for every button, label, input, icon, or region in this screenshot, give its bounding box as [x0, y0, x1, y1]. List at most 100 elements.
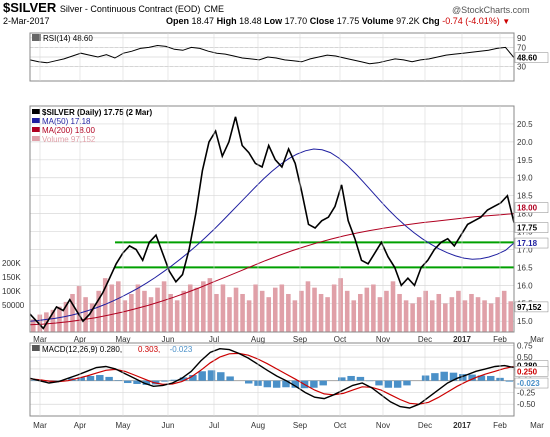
- macd-histogram-bar: [347, 375, 355, 381]
- volume-bar: [266, 297, 272, 332]
- volume-axis-label: 50000: [2, 301, 25, 310]
- x-tick-label-bottom: Nov: [376, 421, 390, 430]
- volume-bar: [358, 293, 363, 332]
- chg-label: Chg: [422, 16, 440, 26]
- volume-bar: [207, 278, 213, 332]
- ma200-last-label-bg: [514, 202, 549, 213]
- close-label: Close: [309, 16, 335, 26]
- volume-bar: [220, 284, 226, 332]
- x-tick-label-bottom: Apr: [74, 421, 87, 430]
- macd-histogram-bar: [440, 371, 448, 381]
- signal-last-label-bg: [514, 366, 549, 377]
- price-tick-label: 20.0: [517, 138, 533, 147]
- symbol-label: $SILVER: [3, 0, 57, 15]
- volume-bar: [233, 287, 239, 332]
- quote-date: 2-Mar-2017: [3, 16, 50, 26]
- volume-bar: [390, 281, 396, 332]
- volume-bar: [259, 290, 265, 332]
- macd-legend-swatch: [32, 345, 40, 351]
- x-tick-label-bottom: 2017: [453, 421, 471, 430]
- x-tick-label-bottom: May: [115, 421, 130, 430]
- volume-bar: [456, 290, 461, 332]
- macd-histogram-bar: [487, 375, 495, 381]
- price-tick-label: 17.0: [517, 245, 533, 254]
- price-tick-label: 19.0: [517, 174, 533, 183]
- macd-histogram-bar: [319, 380, 327, 386]
- x-tick-label-bottom: Mar: [33, 421, 47, 430]
- price-tick-label: 20.5: [517, 120, 533, 129]
- ma50-last-label: 17.18: [517, 239, 538, 248]
- volume-bar: [377, 297, 383, 332]
- volume-bar: [122, 300, 128, 332]
- volume-bar: [338, 278, 343, 332]
- price-tick-label: 15.0: [517, 317, 533, 326]
- x-tick-label-top: 2017: [453, 335, 471, 344]
- volume-bar: [443, 303, 448, 332]
- volume-bar: [181, 290, 186, 332]
- macd-histogram-bar: [356, 376, 365, 381]
- price-tick-label: 16.0: [517, 281, 533, 290]
- volume-bar: [272, 287, 278, 332]
- macd-histogram-bar: [421, 375, 430, 381]
- rsi-legend-swatch: [32, 34, 41, 41]
- price-legend-item: $SILVER (Daily) 17.75 (2 Mar): [42, 108, 152, 117]
- volume-bar: [351, 300, 357, 332]
- volume-bar: [325, 297, 330, 332]
- volume-bar: [416, 297, 422, 332]
- macd-histogram-bar: [226, 376, 234, 381]
- volume-bar: [161, 281, 167, 332]
- volume-bar: [312, 287, 317, 332]
- rsi-last-value-label-bg: [514, 52, 549, 63]
- x-tick-label-top: Oct: [334, 335, 347, 344]
- x-tick-label-top: May: [115, 335, 130, 344]
- macd-histogram-bar: [375, 380, 383, 386]
- volume-bar: [83, 297, 88, 332]
- price-panel: 15.015.516.016.517.017.518.018.519.019.5…: [2, 105, 549, 333]
- macd-tick-label: -0.50: [517, 400, 536, 409]
- volume-bar: [462, 300, 468, 332]
- x-axis: Mar Mar Apr Apr May May Jun Jun Jul Jul Aug Aug Sep S…: [33, 33, 544, 430]
- x-tick-label-bottom: Sep: [293, 421, 308, 430]
- macd-histogram-bar: [310, 380, 318, 388]
- stockcharts-logo: @StockCharts.com: [452, 5, 530, 15]
- volume-bar: [364, 287, 370, 332]
- price-legend-item: MA(200) 18.00: [42, 126, 95, 135]
- ma50-line: [29, 148, 515, 322]
- volume-axis-label: 200K: [2, 259, 21, 268]
- price-legend-swatch: [32, 127, 40, 132]
- volume-bar: [397, 293, 402, 332]
- open-value: 18.47: [191, 16, 215, 26]
- price-legend-swatch: [32, 136, 40, 141]
- macd-frame: [29, 342, 515, 417]
- x-tick-label-bottom: Mar: [530, 421, 544, 430]
- macd-legend-item: -0.023: [170, 345, 193, 354]
- volume-last-label: 97,152: [517, 303, 542, 312]
- volume-bar: [318, 293, 324, 332]
- macd-histogram-bar: [245, 380, 253, 384]
- volume-axis-label: 100K: [2, 287, 21, 296]
- volume-bar: [227, 297, 232, 332]
- volume-bar: [495, 297, 500, 332]
- volume-bar: [50, 309, 56, 332]
- rsi-legend: RSI(14) 48.60: [43, 34, 93, 43]
- macd-histogram-bar: [161, 380, 169, 382]
- macd-histogram-bar: [449, 372, 458, 381]
- instrument-name: Silver - Continuous Contract (EOD): [59, 4, 201, 14]
- x-tick-label-top: Jul: [209, 335, 219, 344]
- volume-bar: [253, 284, 258, 332]
- x-tick-label-bottom: Jul: [209, 421, 219, 430]
- volume-bar: [194, 287, 200, 332]
- volume-bar: [469, 293, 474, 332]
- volume-bar: [344, 290, 350, 332]
- volume-bar: [76, 286, 82, 332]
- x-tick-label-top: Jun: [162, 335, 175, 344]
- price-legend-swatch: [32, 118, 40, 123]
- volume-bar: [331, 284, 337, 332]
- volume-bar: [246, 300, 252, 332]
- volume-bar: [384, 290, 389, 332]
- rsi-tick-label: 90: [517, 34, 526, 43]
- x-tick-label-bottom: Feb: [493, 421, 507, 430]
- macd-histogram-bar: [198, 371, 206, 381]
- volume-bar: [214, 293, 219, 332]
- price-tick-label: 18.5: [517, 192, 533, 201]
